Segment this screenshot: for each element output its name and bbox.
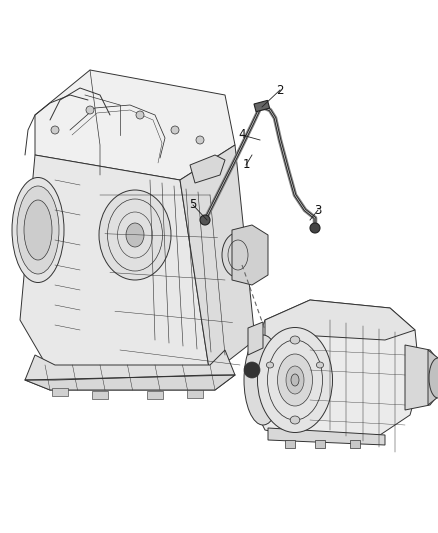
Polygon shape xyxy=(25,375,235,390)
Ellipse shape xyxy=(12,177,64,282)
Ellipse shape xyxy=(290,416,300,424)
Polygon shape xyxy=(20,155,210,380)
Text: 1: 1 xyxy=(242,158,250,172)
Polygon shape xyxy=(25,350,235,390)
Circle shape xyxy=(136,111,144,119)
Ellipse shape xyxy=(266,362,274,368)
Ellipse shape xyxy=(244,335,282,425)
Bar xyxy=(350,440,360,448)
Polygon shape xyxy=(190,155,225,183)
Polygon shape xyxy=(35,70,235,180)
Bar xyxy=(254,100,270,112)
Text: 3: 3 xyxy=(314,204,321,216)
Bar xyxy=(92,391,108,399)
Ellipse shape xyxy=(24,200,52,260)
Circle shape xyxy=(200,215,210,225)
Circle shape xyxy=(196,136,204,144)
Polygon shape xyxy=(250,300,420,440)
Text: 2: 2 xyxy=(276,84,284,96)
Bar xyxy=(187,390,203,398)
Bar xyxy=(285,440,295,448)
Ellipse shape xyxy=(316,362,324,368)
Bar xyxy=(52,388,68,396)
Ellipse shape xyxy=(290,336,300,344)
Polygon shape xyxy=(232,225,268,285)
Ellipse shape xyxy=(17,186,59,274)
Circle shape xyxy=(310,223,320,233)
Circle shape xyxy=(171,126,179,134)
Polygon shape xyxy=(265,300,415,345)
Text: 4: 4 xyxy=(238,128,246,141)
Polygon shape xyxy=(405,345,438,410)
Polygon shape xyxy=(248,322,263,355)
Ellipse shape xyxy=(258,327,332,432)
Polygon shape xyxy=(180,145,255,375)
Polygon shape xyxy=(268,428,385,445)
Ellipse shape xyxy=(99,190,171,280)
Polygon shape xyxy=(428,350,438,405)
Circle shape xyxy=(244,362,260,378)
Circle shape xyxy=(51,126,59,134)
Ellipse shape xyxy=(222,232,254,278)
Ellipse shape xyxy=(126,223,144,247)
Bar xyxy=(315,440,325,448)
Ellipse shape xyxy=(291,374,299,386)
Ellipse shape xyxy=(286,366,304,394)
Ellipse shape xyxy=(429,358,438,398)
Circle shape xyxy=(86,106,94,114)
Text: 5: 5 xyxy=(189,198,197,212)
Ellipse shape xyxy=(278,354,312,406)
Bar xyxy=(147,391,163,399)
